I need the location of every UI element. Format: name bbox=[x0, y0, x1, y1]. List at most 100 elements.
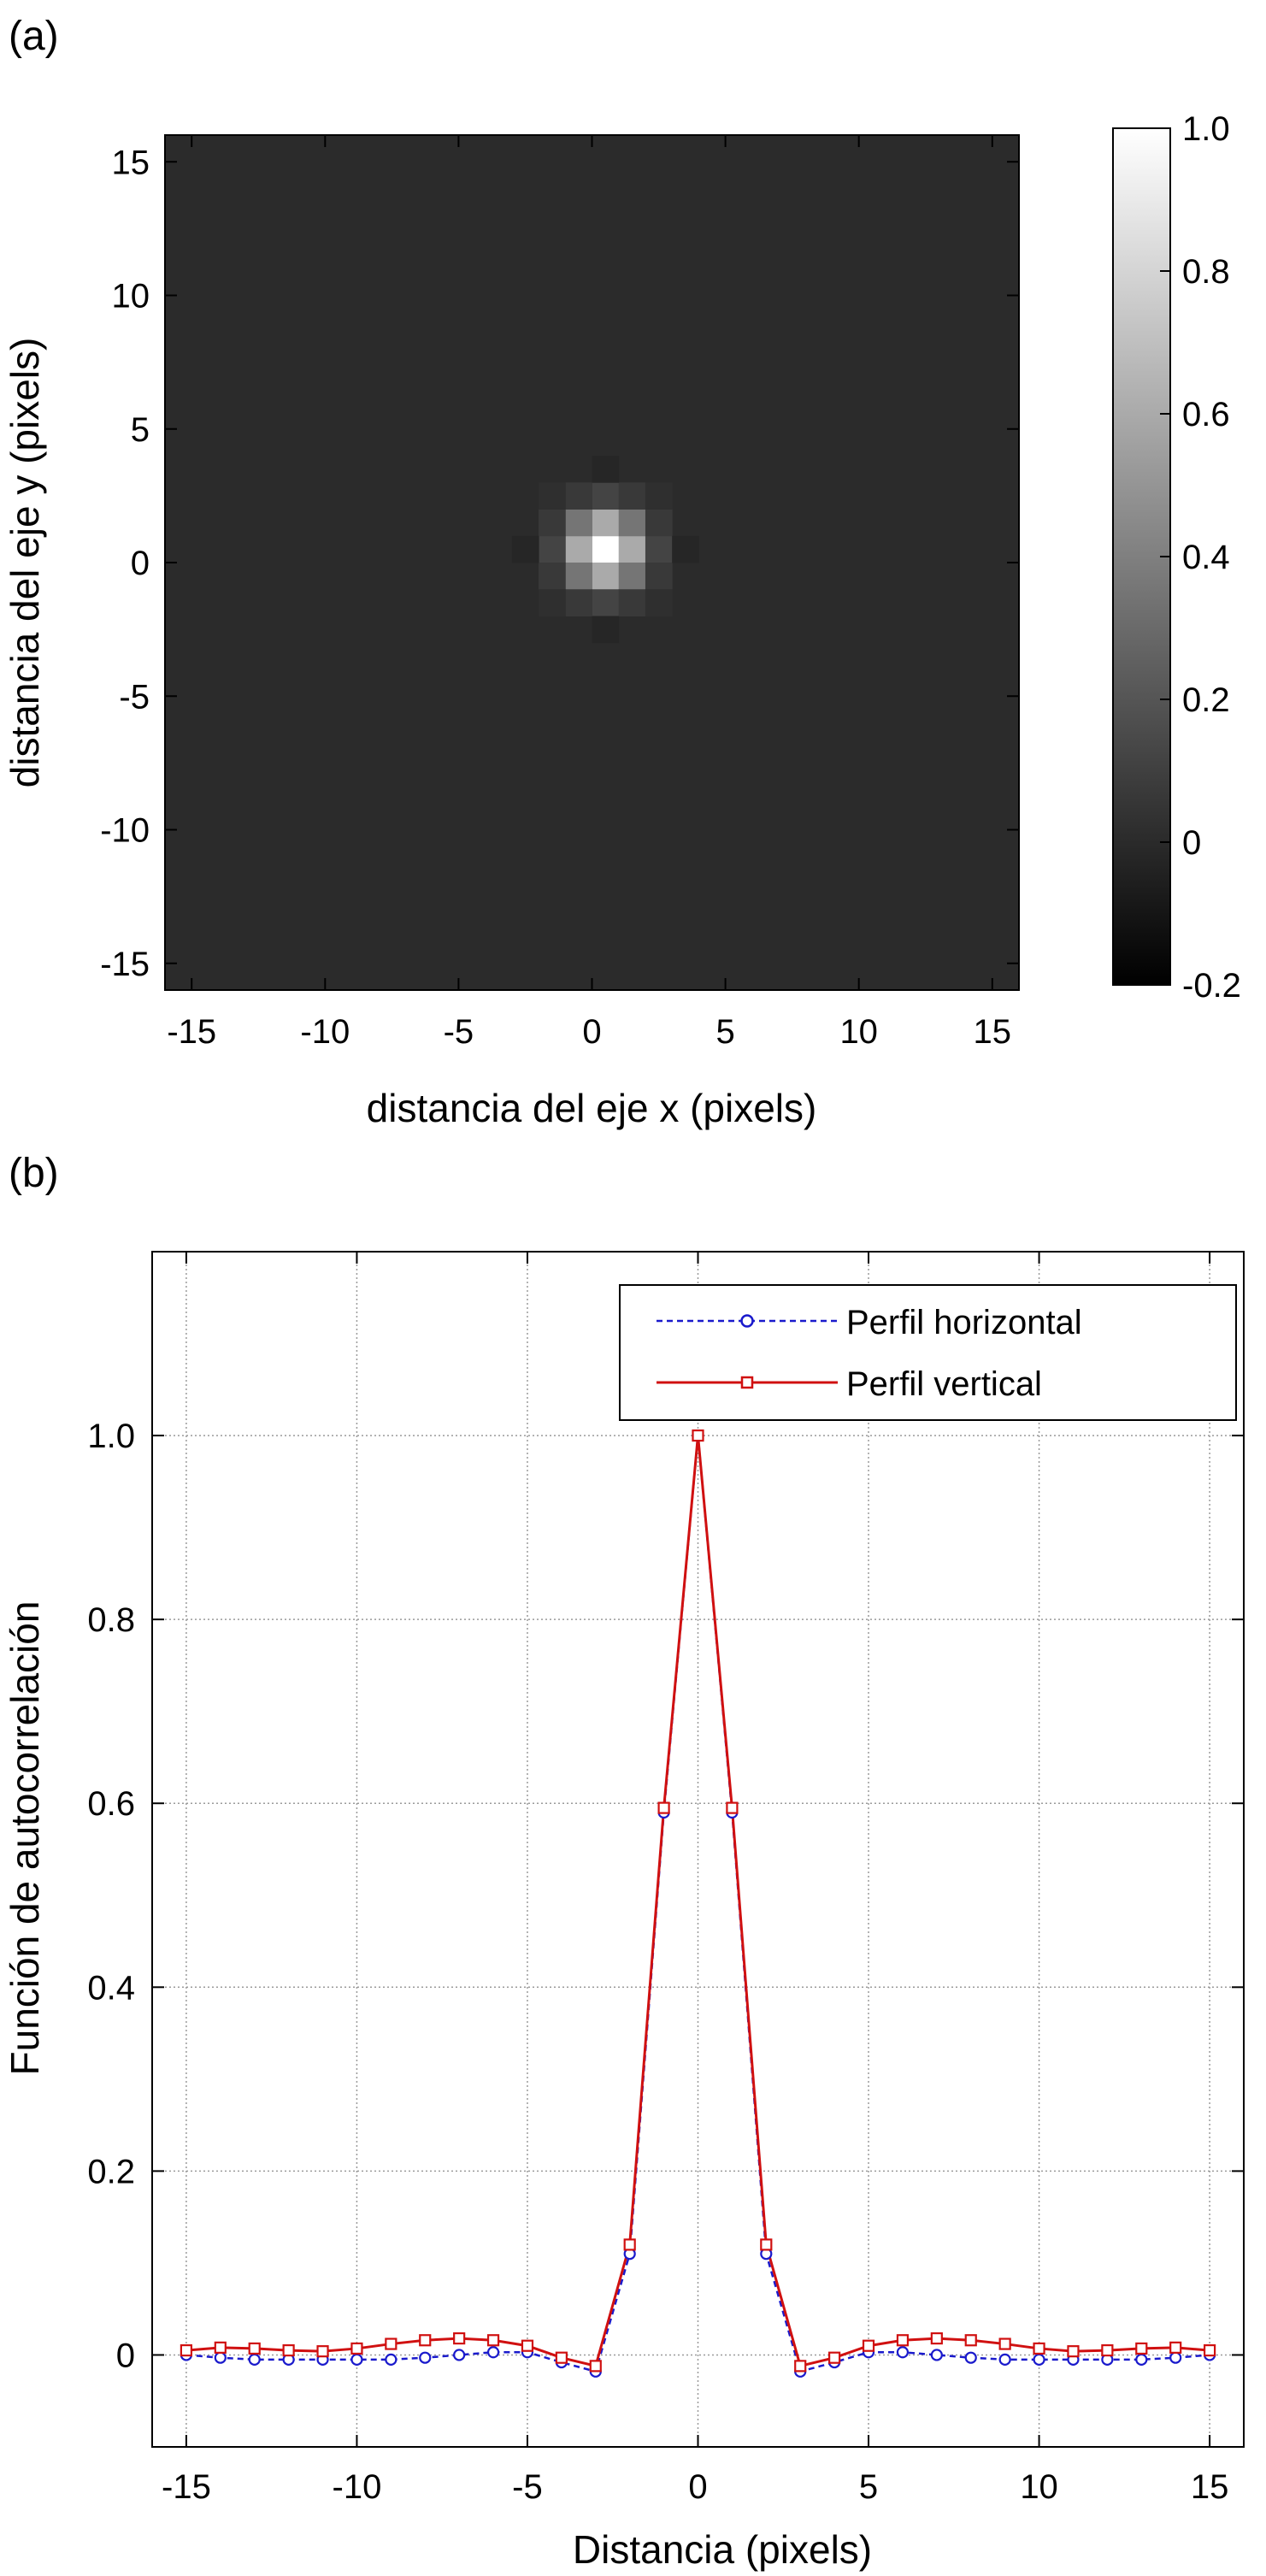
heatmap-cell bbox=[565, 509, 592, 537]
heatmap-x-tick-label: -10 bbox=[300, 1013, 350, 1051]
heatmap-cell bbox=[592, 589, 620, 616]
data-point-vertical bbox=[930, 2332, 943, 2345]
legend-label-vertical: Perfil vertical bbox=[846, 1365, 1042, 1403]
data-point-horizontal bbox=[385, 2353, 397, 2366]
heatmap-x-tick-label: 15 bbox=[974, 1013, 1012, 1051]
heatmap-x-ticks: -15 -10 -5 0 5 10 15 bbox=[167, 135, 1011, 1051]
y-tick-label: 0.6 bbox=[87, 1785, 135, 1823]
heatmap-x-tick-label: 0 bbox=[582, 1013, 601, 1051]
x-tick-label: -10 bbox=[333, 2468, 382, 2506]
data-point-horizontal bbox=[930, 2349, 943, 2361]
heatmap-cell bbox=[618, 535, 646, 563]
colorbar-tick-label: 0 bbox=[1182, 824, 1201, 862]
data-point-vertical bbox=[760, 2238, 773, 2251]
heatmap-cell bbox=[539, 589, 566, 616]
x-tick-label: -5 bbox=[512, 2468, 543, 2506]
data-point-vertical bbox=[862, 2339, 875, 2352]
colorbar-tick-label: 0.2 bbox=[1182, 681, 1230, 719]
x-tick-label: 5 bbox=[859, 2468, 878, 2506]
heatmap-y-tick-label: 0 bbox=[131, 545, 150, 582]
series-layer bbox=[180, 1429, 1216, 2378]
x-tick-label: 0 bbox=[688, 2468, 707, 2506]
heatmap-y-ticks: 15 10 5 0 -5 -10 -15 bbox=[100, 144, 1019, 983]
x-tick-label: 15 bbox=[1191, 2468, 1229, 2506]
colorbar-tick-label: 0.6 bbox=[1182, 396, 1230, 433]
heatmap-cell bbox=[645, 563, 673, 590]
y-tick-label: 1.0 bbox=[87, 1418, 135, 1455]
colorbar-tick-label: -0.2 bbox=[1182, 967, 1241, 1005]
data-point-horizontal bbox=[896, 2346, 910, 2359]
data-point-horizontal bbox=[1169, 2351, 1182, 2364]
heatmap-y-tick-label: -10 bbox=[100, 812, 150, 850]
data-point-vertical bbox=[794, 2360, 807, 2373]
data-point-vertical bbox=[828, 2351, 841, 2364]
colorbar-ticks: 1.0 0.8 0.6 0.4 0.2 0 -0.2 bbox=[1160, 110, 1241, 1005]
y-tick-label: 0 bbox=[116, 2337, 135, 2374]
heatmap-cell bbox=[565, 563, 592, 590]
heatmap-cell bbox=[539, 535, 566, 563]
data-point-vertical bbox=[282, 2343, 295, 2357]
colorbar-tick-label: 0.8 bbox=[1182, 253, 1230, 291]
heatmap-cell bbox=[539, 509, 566, 537]
heatmap-y-tick-label: 15 bbox=[112, 144, 150, 181]
heatmap-cell bbox=[565, 589, 592, 616]
heatmap-cell bbox=[645, 482, 673, 510]
data-point-vertical bbox=[521, 2339, 534, 2352]
data-point-vertical bbox=[555, 2351, 568, 2364]
data-point-vertical bbox=[419, 2334, 432, 2347]
heatmap-cell bbox=[592, 616, 620, 644]
legend-label-horizontal: Perfil horizontal bbox=[846, 1304, 1082, 1341]
data-point-horizontal bbox=[964, 2351, 977, 2364]
data-point-vertical bbox=[1101, 2343, 1114, 2357]
data-point-vertical bbox=[248, 2342, 261, 2355]
heatmap-panel: -15 -10 -5 0 5 10 15 15 10 5 0 -5 -10 -15 distancia … bbox=[3, 110, 1241, 1130]
heatmap-y-tick-label: -15 bbox=[100, 946, 150, 983]
heatmap-cell bbox=[672, 535, 699, 563]
y-ticks: 1.0 0.8 0.6 0.4 0.2 0 bbox=[87, 1418, 1244, 2374]
heatmap-y-tick-label: 5 bbox=[131, 411, 150, 449]
data-point-vertical bbox=[692, 1429, 704, 1442]
data-point-horizontal bbox=[486, 2346, 500, 2359]
heatmap-cell bbox=[618, 482, 646, 510]
data-point-vertical bbox=[180, 2343, 193, 2357]
x-axis-label: Distancia (pixels) bbox=[573, 2527, 872, 2572]
heatmap-cell bbox=[645, 509, 673, 537]
x-tick-label: 10 bbox=[1020, 2468, 1058, 2506]
data-point-vertical bbox=[350, 2342, 363, 2355]
legend-marker-vertical bbox=[740, 1376, 754, 1389]
heatmap-cell bbox=[539, 482, 566, 510]
y-tick-label: 0.8 bbox=[87, 1601, 135, 1639]
heatmap-x-tick-label: -15 bbox=[167, 1013, 216, 1051]
data-point-horizontal bbox=[453, 2349, 466, 2361]
heatmap-cell bbox=[592, 563, 620, 590]
data-point-vertical bbox=[896, 2334, 910, 2347]
heatmap-x-axis-label: distancia del eje x (pixels) bbox=[367, 1086, 817, 1130]
data-point-vertical bbox=[316, 2345, 329, 2358]
x-ticks: -15 -10 -5 0 5 10 15 bbox=[162, 1252, 1228, 2506]
colorbar-tick-label: 1.0 bbox=[1182, 110, 1230, 148]
heatmap-cell bbox=[565, 482, 592, 510]
panel-b-label: (b) bbox=[9, 1151, 59, 1196]
y-axis-label: Función de autocorrelación bbox=[3, 1601, 47, 2076]
heatmap-cell bbox=[618, 563, 646, 590]
data-point-vertical bbox=[623, 2238, 636, 2251]
data-point-vertical bbox=[998, 2337, 1011, 2350]
colorbar-tick-label: 0.4 bbox=[1182, 539, 1230, 576]
legend-marker-horizontal bbox=[740, 1314, 754, 1328]
legend: Perfil horizontal Perfil vertical bbox=[619, 1284, 1237, 1421]
data-point-horizontal bbox=[998, 2353, 1011, 2366]
heatmap-cell bbox=[618, 589, 646, 616]
data-point-vertical bbox=[964, 2334, 977, 2347]
legend-box bbox=[619, 1284, 1237, 1421]
heatmap-x-tick-label: -5 bbox=[444, 1013, 474, 1051]
data-point-vertical bbox=[486, 2334, 500, 2347]
heatmap-y-tick-label: -5 bbox=[119, 678, 150, 716]
data-point-horizontal bbox=[419, 2351, 432, 2364]
heatmap-cells bbox=[511, 456, 699, 644]
heatmap-x-tick-label: 5 bbox=[715, 1013, 734, 1051]
data-point-vertical bbox=[589, 2360, 602, 2373]
data-point-vertical bbox=[657, 1801, 670, 1814]
data-point-vertical bbox=[726, 1801, 739, 1814]
heatmap-cell bbox=[645, 535, 673, 563]
